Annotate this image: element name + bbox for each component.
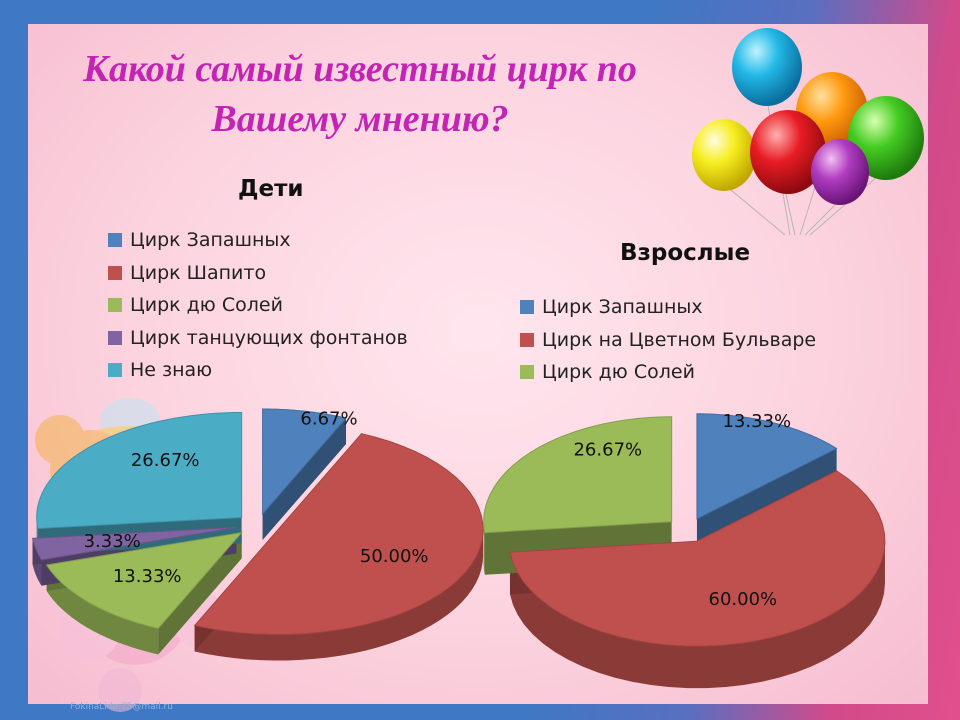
pie-slice-wall — [158, 532, 242, 655]
legend-swatch — [108, 363, 122, 378]
pie-slice — [193, 433, 484, 636]
pie-slice — [483, 416, 673, 534]
data-label: 26.67% — [573, 440, 642, 461]
chart-title-children: Дети — [238, 176, 304, 202]
data-label: 60.00% — [709, 589, 778, 610]
data-label: 50.00% — [360, 546, 429, 567]
legend-swatch — [520, 300, 534, 315]
data-label: 13.33% — [722, 411, 791, 432]
legend-item: Цирк на Цветном Бульваре — [520, 324, 816, 357]
legend-item: Не знаю — [108, 354, 408, 387]
legend-children: Цирк Запашных Цирк Шапито Цирк дю Солей … — [108, 224, 408, 387]
legend-label: Цирк Запашных — [542, 296, 703, 319]
footer-email: FokinaLida.75@mail.ru — [70, 702, 173, 712]
legend-item: Цирк Запашных — [108, 224, 408, 257]
pie-slice — [31, 526, 237, 561]
legend-label: Цирк дю Солей — [130, 294, 283, 317]
legend-adults: Цирк Запашных Цирк на Цветном Бульваре Ц… — [520, 291, 816, 389]
pie-chart-1: 6.67% 50.00% 13.33% 3.33% 26.67% — [31, 408, 484, 661]
pie-slice — [36, 411, 243, 529]
slide-title-line-1: Какой самый известный цирк по — [83, 48, 637, 90]
legend-label: Цирк на Цветном Бульваре — [542, 328, 817, 351]
pie-slice — [262, 408, 347, 516]
pie-slice-wall — [262, 418, 346, 540]
legend-item: Цирк дю Солей — [108, 289, 408, 322]
data-label: 6.67% — [300, 408, 357, 429]
legend-item: Цирк танцующих фонтанов — [108, 322, 408, 355]
legend-swatch — [520, 365, 534, 380]
legend-swatch — [108, 265, 122, 280]
legend-swatch — [108, 233, 122, 248]
legend-label: Цирк дю Солей — [542, 361, 695, 384]
legend-label: Цирк танцующих фонтанов — [130, 326, 408, 349]
legend-swatch — [108, 298, 122, 313]
legend-label: Не знаю — [130, 359, 213, 382]
pie-slice-side — [194, 529, 484, 661]
data-label: 26.67% — [131, 450, 200, 471]
legend-swatch — [520, 332, 534, 347]
slide-title-line-2: Вашему мнению? — [211, 98, 509, 140]
data-label: 13.33% — [113, 566, 182, 587]
data-label: 3.33% — [84, 531, 141, 552]
legend-item: Цирк Запашных — [520, 291, 816, 324]
pie-slice-side — [509, 541, 885, 689]
legend-swatch — [108, 330, 122, 345]
legend-label: Цирк Шапито — [130, 261, 267, 284]
slide-title: Какой самый известный цирк по Вашему мне… — [40, 44, 680, 144]
legend-item: Цирк Шапито — [108, 257, 408, 290]
pie-slice-side — [483, 521, 485, 575]
chart-title-adults: Взрослые — [620, 240, 751, 266]
legend-item: Цирк дю Солей — [520, 356, 816, 389]
legend-label: Цирк Запашных — [130, 229, 291, 252]
pie-slice — [696, 413, 838, 520]
pie-chart-2: 13.33% 60.00% 26.67% — [483, 411, 886, 689]
pie-slice — [509, 470, 886, 647]
pie-slice — [45, 531, 243, 630]
